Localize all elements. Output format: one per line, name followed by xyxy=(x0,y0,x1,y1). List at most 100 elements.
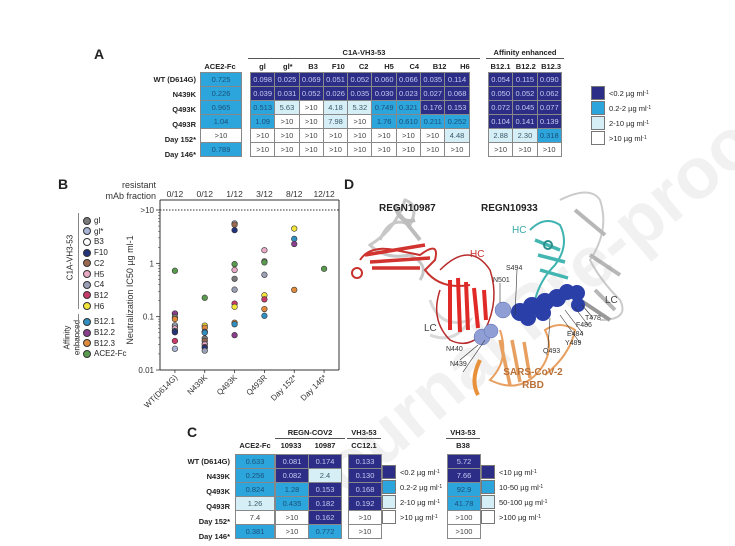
table-row: 0.098 0.025 0.069 0.051 0.052 0.060 0.066 0.035… xyxy=(249,72,470,87)
legend-label: B12.1 xyxy=(94,317,115,327)
residue-n439: N439 xyxy=(450,361,467,368)
data-point-b12 xyxy=(171,337,179,345)
data-point-h6 xyxy=(171,310,179,317)
heat-cell: 41.78 xyxy=(447,496,481,511)
heat-cell: 1.09 xyxy=(249,114,276,129)
table-row: >10 xyxy=(348,524,382,539)
heat-cell: 0.749 xyxy=(371,100,397,115)
heat-cell: 0.050 xyxy=(487,86,514,101)
legend-unit-sup: -1 xyxy=(646,105,652,111)
heat-cell: >10 xyxy=(420,142,446,157)
legend-label: 50-100 µg ml xyxy=(499,497,543,507)
data-point-b12-2 xyxy=(201,328,208,335)
heat-cell: 7.66 xyxy=(447,468,481,483)
data-point-b3 xyxy=(171,322,179,329)
table-row: 0.081 0.174 xyxy=(275,454,342,469)
data-point-f10 xyxy=(201,344,208,351)
legend-item-b12-3: B12.3 xyxy=(83,339,115,348)
panel-a-legend-item: 2-10 µg ml -1 xyxy=(591,116,649,130)
panel-c-legend-1-item: <0.2 µg ml -1 xyxy=(382,465,440,479)
legend-marker xyxy=(83,270,91,278)
table-row: >100 xyxy=(447,524,481,539)
legend-swatch xyxy=(481,510,495,524)
heat-cell: >100 xyxy=(447,510,481,525)
resistant-fraction-label: 3/12 xyxy=(256,189,273,199)
heat-cell: 0.030 xyxy=(371,86,397,101)
resistant-label: resistant xyxy=(122,180,157,190)
legend-label: >10 µg ml xyxy=(609,133,643,143)
heat-cell: >10 xyxy=(275,524,309,539)
table-row: 5.72 xyxy=(447,454,481,469)
table-row: 0.226 xyxy=(200,86,242,101)
table-row: 0.050 0.052 0.062 xyxy=(487,86,562,101)
table-row: 1.04 xyxy=(200,114,242,129)
table-row: >10 >10 >10 xyxy=(487,142,562,157)
heat-cell: >10 xyxy=(347,114,373,129)
heat-cell: 0.130 xyxy=(348,468,382,483)
legend-marker xyxy=(83,317,91,326)
legend-label: B3 xyxy=(94,237,104,247)
heat-cell: 0.633 xyxy=(235,454,275,469)
lc-right-label: LC xyxy=(605,295,618,306)
heat-cell: 0.104 xyxy=(487,114,514,129)
legend-marker xyxy=(83,227,91,236)
col-header: B12 xyxy=(432,62,447,71)
table-row: 0.168 xyxy=(348,482,382,497)
data-point-c4 xyxy=(261,271,268,278)
data-point-h6 xyxy=(261,292,268,299)
table-row: 0.039 0.031 0.052 0.026 0.035 0.030 0.023 0.027… xyxy=(249,86,470,101)
heat-cell: 0.114 xyxy=(444,72,470,87)
row-label: Q493K xyxy=(206,487,230,496)
heat-cell: 0.054 xyxy=(487,72,514,87)
data-point-b12-1 xyxy=(171,327,179,335)
col-header: CC12.1 xyxy=(351,441,377,450)
data-point-ace2-fc xyxy=(201,294,208,301)
panel-a-letter: A xyxy=(94,46,105,62)
col-header: F10 xyxy=(331,62,345,71)
heat-cell: 0.052 xyxy=(298,86,324,101)
legend-label: B12.3 xyxy=(94,338,115,348)
legend-label: <0.2 µg ml xyxy=(400,467,436,477)
heat-cell: 0.035 xyxy=(420,72,446,87)
legend-marker xyxy=(83,349,91,358)
heat-cell: >10 xyxy=(348,510,382,525)
panel-c-legend-1-item: 0.2-2 µg ml -1 xyxy=(382,480,442,494)
heat-cell: 0.139 xyxy=(536,114,562,129)
heat-cell: 0.072 xyxy=(487,100,514,115)
regn10933-lc-ribbon xyxy=(559,191,624,322)
heat-cell: 1.04 xyxy=(200,114,242,129)
data-point-b12-2 xyxy=(231,332,238,339)
heat-cell: 0.256 xyxy=(235,468,275,483)
hc-right-label: HC xyxy=(512,225,526,236)
heat-cell: >10 xyxy=(322,128,349,143)
heat-cell: 0.035 xyxy=(347,86,373,101)
legend-item-b3: B3 xyxy=(83,237,104,246)
table-row: 0.082 2.4 xyxy=(275,468,342,483)
legend-item-h5: H5 xyxy=(83,270,104,279)
table-row: 0.072 0.045 0.077 xyxy=(487,100,562,115)
table-row: 0.192 xyxy=(348,496,382,511)
heat-cell: 0.023 xyxy=(395,86,422,101)
heat-cell: >10 xyxy=(298,142,324,157)
x-tick-label: WT(D614G) xyxy=(142,373,179,410)
resistant-fraction-label: 0/12 xyxy=(167,189,184,199)
legend-unit-sup: -1 xyxy=(644,120,650,126)
data-point-gl- xyxy=(171,345,179,352)
legend-item-c2: C2 xyxy=(83,259,104,268)
legend-unit-sup: -1 xyxy=(435,469,440,475)
group-header-regn-cov2: REGN-COV2 xyxy=(275,428,345,439)
data-point-h5 xyxy=(261,247,268,254)
residue-n440: N440 xyxy=(446,346,463,353)
col-header: C2 xyxy=(358,62,369,71)
heat-cell: 2.88 xyxy=(487,128,514,143)
legend-label: 2-10 µg ml xyxy=(400,497,436,507)
heat-cell: 0.725 xyxy=(200,72,242,87)
heat-cell: 0.381 xyxy=(235,524,275,539)
heat-cell: 5.63 xyxy=(274,100,300,115)
heat-cell: 0.115 xyxy=(512,72,538,87)
x-tick-label: Q493R xyxy=(245,373,269,397)
residue-q493: Q493 xyxy=(543,348,560,355)
table-row: >10 xyxy=(348,510,382,525)
lc-left-label: LC xyxy=(424,323,437,334)
data-point-b12 xyxy=(261,296,268,303)
